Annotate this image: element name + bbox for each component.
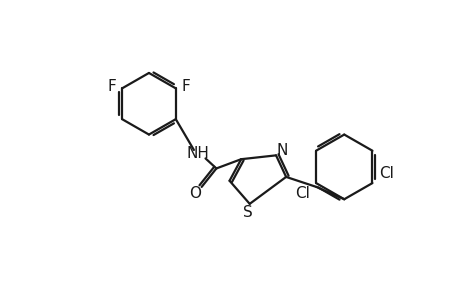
Text: NH: NH [186, 146, 209, 160]
Text: S: S [243, 205, 252, 220]
Text: F: F [107, 79, 116, 94]
Text: N: N [276, 143, 287, 158]
Text: O: O [188, 186, 200, 201]
Text: F: F [181, 79, 190, 94]
Text: Cl: Cl [378, 166, 392, 181]
Text: Cl: Cl [294, 186, 309, 201]
